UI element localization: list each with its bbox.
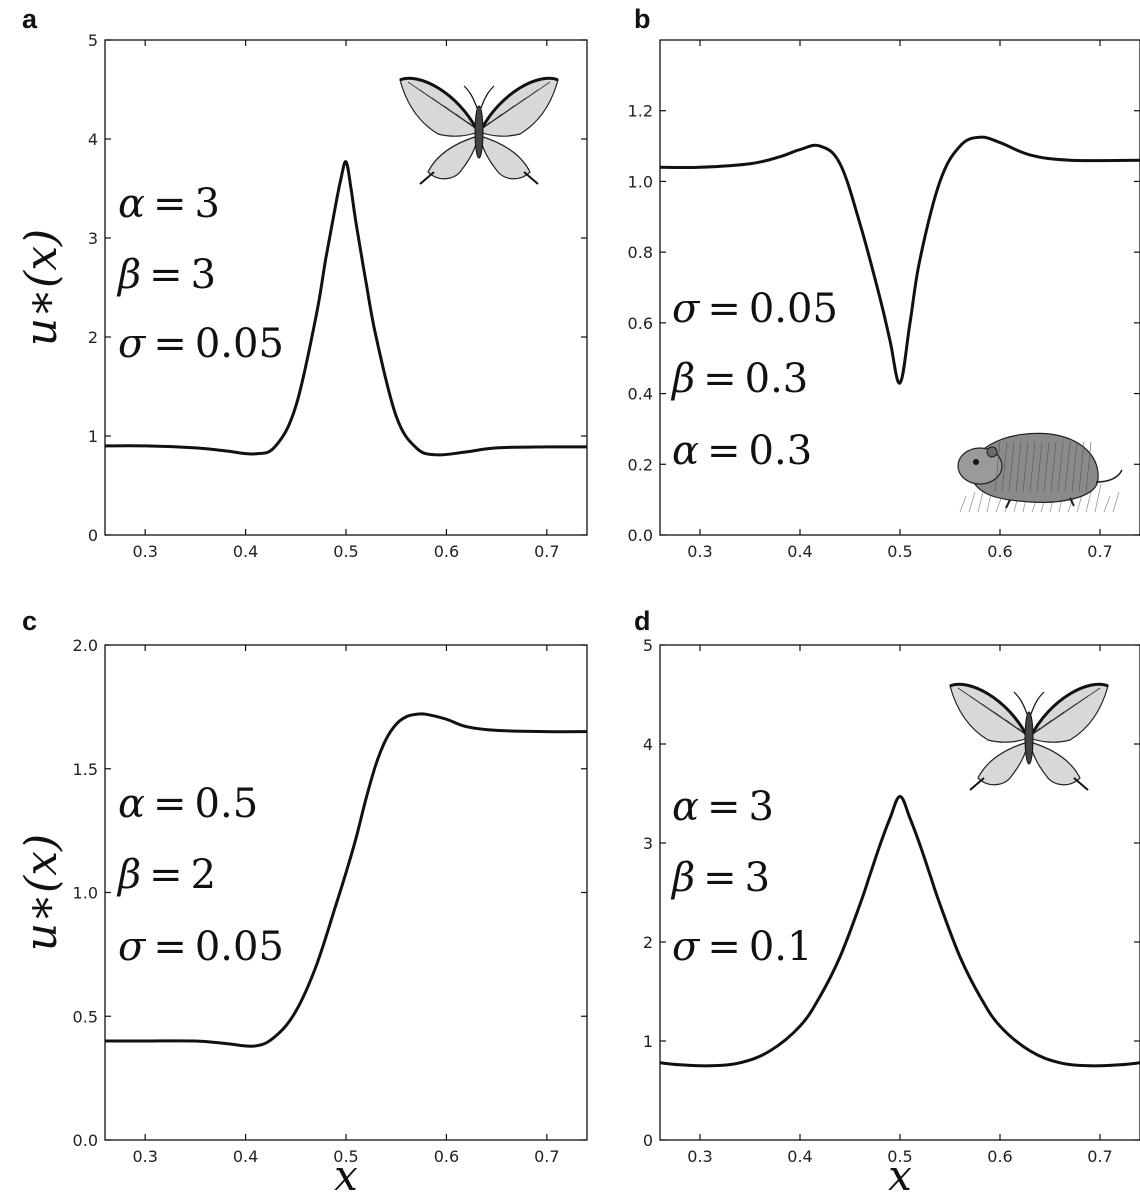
y-tick-label: 2 [88, 328, 98, 347]
y-tick-label: 2.0 [73, 636, 98, 655]
x-tick-label: 0.4 [233, 1147, 258, 1166]
x-tick-label: 0.3 [132, 542, 157, 561]
x-tick-label: 0.4 [233, 542, 258, 561]
butterfly-icon [949, 682, 1109, 791]
y-tick-label: 0.5 [73, 1007, 98, 1026]
panel-letter: d [634, 606, 651, 636]
y-tick-label: 0.8 [628, 243, 653, 262]
y-tick-label: 4 [88, 130, 98, 149]
parameter-annotation: β = 0.3 [670, 356, 808, 402]
panel-a: a 0.3 0.4 0.5 0.6 0.7 0 1 2 3 4 5 u∗(x) α = 3 β = 3 σ = 0.05 [16, 4, 588, 561]
x-tick-label: 0.5 [333, 1147, 358, 1166]
y-tick-label: 5 [88, 31, 98, 50]
x-tick-label: 0.3 [132, 1147, 157, 1166]
y-tick-label: 0.0 [73, 1131, 98, 1150]
y-tick-label: 0 [643, 1131, 653, 1150]
x-tick-label: 0.5 [887, 1147, 912, 1166]
x-axis-label: x [334, 1151, 358, 1198]
panel-d: d 0.3 0.4 0.5 0.6 0.7 0 1 2 3 4 5 x α = 3 β = 3 σ = 0.1 [634, 606, 1140, 1198]
series-line [105, 712, 588, 1048]
y-tick-label: 1.0 [628, 172, 653, 191]
y-axis-label: u∗(x) [16, 229, 67, 346]
y-tick-label: 4 [643, 735, 653, 754]
x-tick-label: 0.4 [787, 542, 812, 561]
y-tick-label: 0 [88, 526, 98, 545]
y-tick-label: 5 [643, 636, 653, 655]
x-tick-label: 0.7 [1087, 542, 1112, 561]
panel-letter: b [634, 4, 651, 34]
panel-c: c 0.3 0.4 0.5 0.6 0.7 0.0 0.5 1.0 1.5 2.0 u∗(x) x α = 0… [16, 606, 588, 1198]
parameter-annotation: α = 0.3 [672, 428, 812, 474]
x-tick-label: 0.6 [434, 1147, 459, 1166]
y-tick-label: 1 [88, 427, 98, 446]
series-line [659, 135, 1140, 385]
x-tick-label: 0.5 [887, 542, 912, 561]
x-tick-label: 0.7 [534, 542, 559, 561]
x-tick-label: 0.4 [787, 1147, 812, 1166]
butterfly-icon [399, 76, 559, 185]
parameter-annotation: α = 3 [672, 784, 774, 830]
parameter-annotation: σ = 0.05 [118, 924, 284, 970]
y-tick-label: 0.4 [628, 385, 653, 404]
parameter-annotation: α = 3 [118, 181, 220, 227]
y-tick-label: 2 [643, 933, 653, 952]
y-tick-label: 0.0 [628, 526, 653, 545]
panel-letter: c [22, 606, 37, 636]
parameter-annotation: σ = 0.05 [118, 321, 284, 367]
x-tick-label: 0.7 [534, 1147, 559, 1166]
panel-letter: a [22, 4, 38, 34]
y-tick-label: 1 [643, 1032, 653, 1051]
x-tick-label: 0.7 [1087, 1147, 1112, 1166]
y-tick-label: 1.0 [73, 884, 98, 903]
x-tick-label: 0.5 [333, 542, 358, 561]
x-axis-label: x [888, 1151, 912, 1198]
y-axis-label: u∗(x) [16, 834, 67, 951]
y-tick-label: 3 [88, 229, 98, 248]
x-tick-label: 0.3 [687, 1147, 712, 1166]
y-tick-label: 3 [643, 834, 653, 853]
parameter-annotation: σ = 0.1 [672, 924, 812, 970]
y-tick-label: 0.6 [628, 314, 653, 333]
panel-b: b 0.3 0.4 0.5 0.6 0.7 0.0 0.2 0.4 0.6 0.8 1.0 1.2 σ = 0… [628, 4, 1140, 561]
parameter-annotation: σ = 0.05 [672, 286, 838, 332]
vole-icon [957, 432, 1123, 513]
y-tick-label: 1.2 [628, 102, 653, 121]
x-tick-label: 0.6 [987, 542, 1012, 561]
parameter-annotation: β = 3 [116, 252, 216, 298]
x-tick-label: 0.3 [687, 542, 712, 561]
y-tick-label: 0.2 [628, 455, 653, 474]
x-tick-label: 0.6 [987, 1147, 1012, 1166]
parameter-annotation: β = 3 [670, 855, 770, 901]
x-tick-label: 0.6 [434, 542, 459, 561]
y-tick-label: 1.5 [73, 760, 98, 779]
parameter-annotation: α = 0.5 [118, 781, 258, 827]
series-line [104, 160, 588, 457]
series-line [659, 794, 1140, 1068]
parameter-annotation: β = 2 [116, 852, 216, 898]
